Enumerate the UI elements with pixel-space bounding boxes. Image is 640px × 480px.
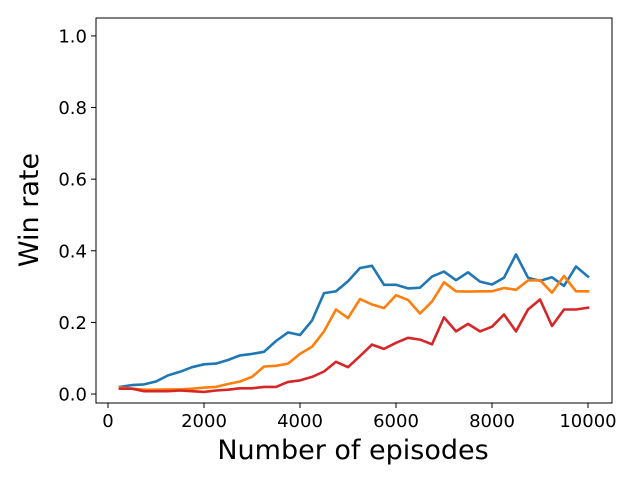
y-tick-label: 0.2 xyxy=(58,313,87,334)
plot-frame xyxy=(95,17,613,404)
y-axis-label: Win rate xyxy=(14,153,45,267)
y-tick-label: 0.8 xyxy=(58,98,87,119)
y-tick-label: 0.4 xyxy=(58,241,87,262)
x-tick-label: 10000 xyxy=(559,411,616,432)
x-axis-ticks: 0 2000 4000 6000 8000 10000 xyxy=(102,403,617,432)
series-layer xyxy=(118,253,590,394)
x-tick-label: 6000 xyxy=(373,411,419,432)
series-line-3 xyxy=(118,298,590,394)
y-tick-label: 1.0 xyxy=(58,26,87,47)
series-line-2 xyxy=(118,274,590,392)
y-tick-label: 0.0 xyxy=(58,385,87,406)
x-axis-label: Number of episodes xyxy=(217,435,488,466)
x-tick-label: 4000 xyxy=(277,411,323,432)
y-axis-ticks: 0.0 0.2 0.4 0.6 0.8 1.0 xyxy=(58,26,96,406)
x-tick-label: 8000 xyxy=(469,411,515,432)
y-tick-label: 0.6 xyxy=(58,170,87,191)
x-tick-label: 0 xyxy=(102,411,113,432)
x-tick-label: 2000 xyxy=(181,411,227,432)
series-line-1 xyxy=(118,253,590,389)
